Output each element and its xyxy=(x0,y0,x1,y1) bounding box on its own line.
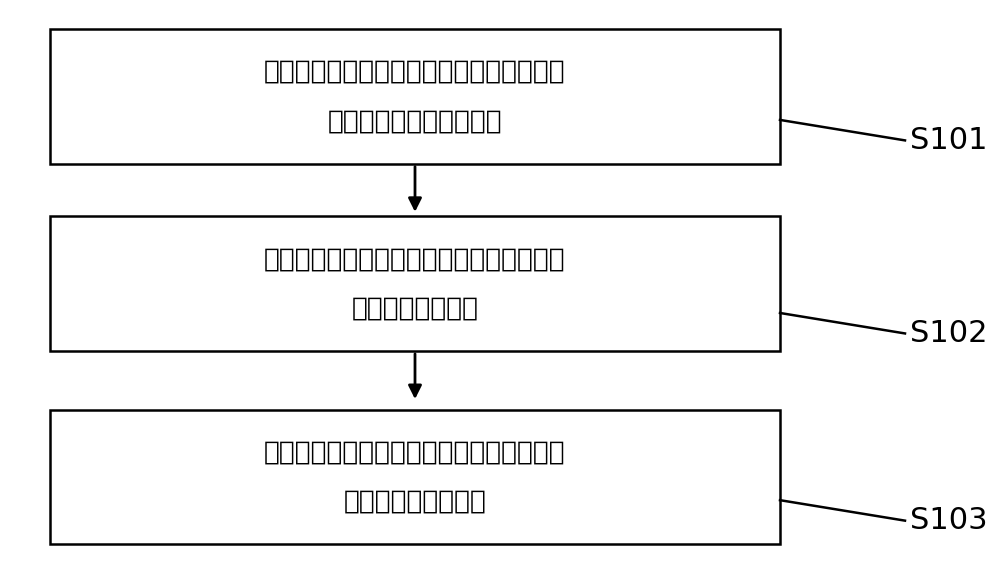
Text: 电流进行对应转化。: 电流进行对应转化。 xyxy=(344,488,486,514)
Text: S102: S102 xyxy=(910,319,988,348)
Text: S103: S103 xyxy=(910,506,988,535)
FancyBboxPatch shape xyxy=(50,410,780,544)
FancyBboxPatch shape xyxy=(50,216,780,351)
Text: 根据异常判断结果，对所述计算机主板进行: 根据异常判断结果，对所述计算机主板进行 xyxy=(264,246,566,272)
Text: 对计算机主板的输入端和输出端之间的电流: 对计算机主板的输入端和输出端之间的电流 xyxy=(264,59,566,85)
FancyBboxPatch shape xyxy=(50,29,780,164)
Text: 差进行实时监测和判断；: 差进行实时监测和判断； xyxy=(328,108,502,134)
Text: 根据判断结果的转变，对所述计算机主板的: 根据判断结果的转变，对所述计算机主板的 xyxy=(264,439,566,465)
Text: 限流和降耗处理；: 限流和降耗处理； xyxy=(352,295,479,321)
Text: S101: S101 xyxy=(910,126,988,155)
